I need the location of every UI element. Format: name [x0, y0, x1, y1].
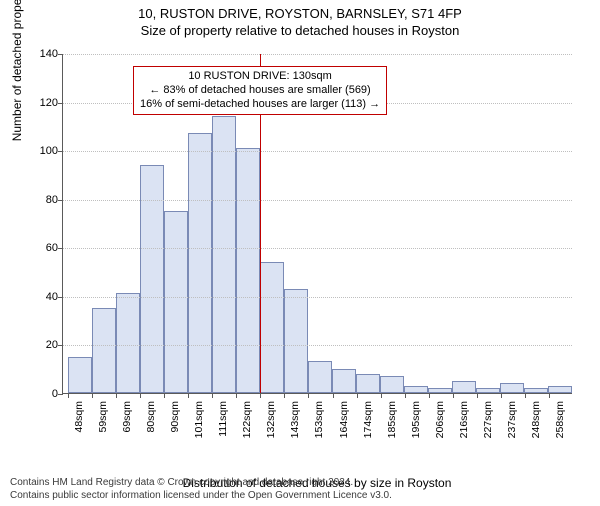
xtick-label: 69sqm [121, 401, 133, 441]
xtick-label: 206sqm [434, 401, 446, 441]
ytick-mark [58, 151, 63, 152]
bar [308, 361, 332, 393]
gridline [63, 345, 572, 346]
xtick-mark [284, 393, 285, 398]
xtick-mark [212, 393, 213, 398]
ytick-label: 0 [28, 388, 58, 400]
ytick-label: 100 [28, 145, 58, 157]
xtick-mark [525, 393, 526, 398]
gridline [63, 297, 572, 298]
gridline [63, 54, 572, 55]
ytick-label: 80 [28, 194, 58, 206]
ytick-label: 20 [28, 339, 58, 351]
xtick-label: 48sqm [73, 401, 85, 441]
ytick-mark [58, 248, 63, 249]
xtick-label: 227sqm [482, 401, 494, 441]
xtick-mark [357, 393, 358, 398]
bar [164, 211, 188, 393]
bar [236, 148, 260, 393]
xtick-label: 216sqm [458, 401, 470, 441]
xtick-label: 174sqm [362, 401, 374, 441]
xtick-label: 101sqm [193, 401, 205, 441]
bar [356, 374, 380, 393]
xtick-mark [477, 393, 478, 398]
xtick-label: 132sqm [265, 401, 277, 441]
xtick-label: 143sqm [289, 401, 301, 441]
ytick-mark [58, 297, 63, 298]
xtick-label: 80sqm [145, 401, 157, 441]
xtick-mark [405, 393, 406, 398]
ytick-mark [58, 200, 63, 201]
y-axis-label: Number of detached properties [10, 0, 24, 141]
xtick-label: 195sqm [410, 401, 422, 441]
ytick-label: 120 [28, 97, 58, 109]
annotation-line: ← 83% of detached houses are smaller (56… [140, 84, 380, 98]
xtick-mark [188, 393, 189, 398]
bar [332, 369, 356, 393]
ytick-mark [58, 103, 63, 104]
bar [380, 376, 404, 393]
xtick-mark [140, 393, 141, 398]
bar [524, 388, 548, 393]
bar [428, 388, 452, 393]
xtick-mark [308, 393, 309, 398]
bar [260, 262, 284, 393]
annotation-line: 10 RUSTON DRIVE: 130sqm [140, 70, 380, 84]
bar [452, 381, 476, 393]
xtick-mark [92, 393, 93, 398]
xtick-label: 185sqm [386, 401, 398, 441]
xtick-mark [429, 393, 430, 398]
bar [500, 383, 524, 393]
bar [548, 386, 572, 393]
bar [212, 116, 236, 393]
xtick-label: 59sqm [97, 401, 109, 441]
ytick-mark [58, 394, 63, 395]
footer-attribution: Contains HM Land Registry data © Crown c… [10, 477, 392, 502]
footer-line-1: Contains HM Land Registry data © Crown c… [10, 477, 392, 490]
page-title-subtitle: Size of property relative to detached ho… [0, 23, 600, 38]
xtick-mark [260, 393, 261, 398]
xtick-label: 237sqm [506, 401, 518, 441]
bar [404, 386, 428, 393]
xtick-label: 122sqm [241, 401, 253, 441]
annotation-box: 10 RUSTON DRIVE: 130sqm← 83% of detached… [133, 66, 387, 115]
bar [116, 293, 140, 393]
xtick-label: 90sqm [169, 401, 181, 441]
footer-line-2: Contains public sector information licen… [10, 490, 392, 503]
ytick-label: 40 [28, 291, 58, 303]
xtick-mark [453, 393, 454, 398]
plot-area: 02040608010012014048sqm59sqm69sqm80sqm90… [62, 54, 572, 394]
xtick-mark [549, 393, 550, 398]
xtick-mark [381, 393, 382, 398]
xtick-mark [164, 393, 165, 398]
xtick-label: 164sqm [338, 401, 350, 441]
gridline [63, 151, 572, 152]
ytick-mark [58, 54, 63, 55]
bar [476, 388, 500, 393]
xtick-label: 248sqm [530, 401, 542, 441]
xtick-mark [116, 393, 117, 398]
histogram-chart: Number of detached properties 0204060801… [62, 54, 572, 424]
xtick-mark [236, 393, 237, 398]
gridline [63, 200, 572, 201]
xtick-label: 258sqm [554, 401, 566, 441]
xtick-label: 153sqm [313, 401, 325, 441]
bar [188, 133, 212, 393]
xtick-label: 111sqm [217, 401, 229, 441]
xtick-mark [333, 393, 334, 398]
xtick-mark [68, 393, 69, 398]
bar [284, 289, 308, 393]
bar [92, 308, 116, 393]
page-title-address: 10, RUSTON DRIVE, ROYSTON, BARNSLEY, S71… [0, 6, 600, 21]
ytick-label: 140 [28, 48, 58, 60]
gridline [63, 248, 572, 249]
xtick-mark [501, 393, 502, 398]
annotation-line: 16% of semi-detached houses are larger (… [140, 98, 380, 112]
ytick-mark [58, 345, 63, 346]
ytick-label: 60 [28, 242, 58, 254]
bar [68, 357, 92, 393]
